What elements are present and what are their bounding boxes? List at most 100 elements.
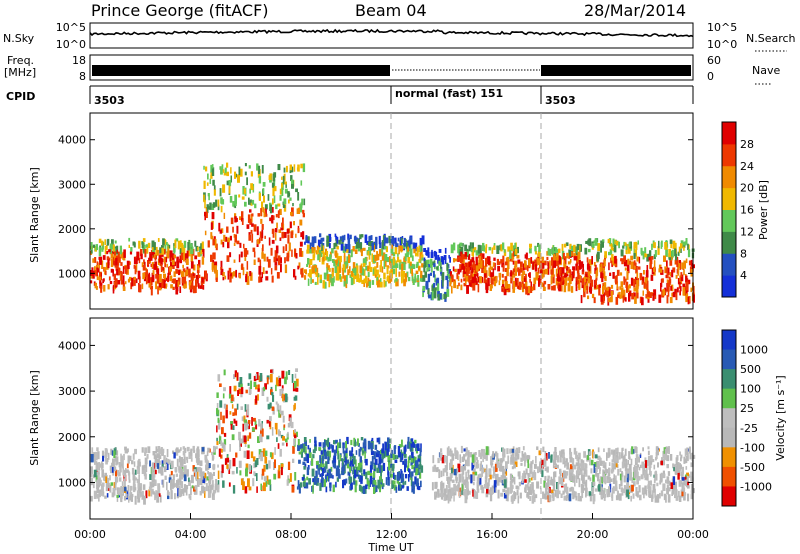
echo-cell — [548, 486, 551, 494]
echo-cell — [336, 253, 339, 263]
echo-cell — [635, 487, 638, 496]
echo-cell — [170, 263, 173, 268]
echo-cell — [653, 267, 655, 273]
echo-cell — [261, 468, 265, 476]
echo-cell — [669, 239, 673, 244]
echo-cell — [177, 240, 181, 250]
echo-cell — [449, 472, 453, 478]
echo-cell — [108, 482, 110, 489]
echo-cell — [151, 462, 155, 471]
echo-cell — [457, 463, 461, 473]
echo-cell — [439, 268, 442, 272]
echo-cell — [651, 267, 655, 275]
echo-cell — [240, 438, 243, 444]
echo-cell — [672, 291, 676, 298]
echo-cell — [183, 474, 187, 482]
echo-cell — [688, 260, 692, 266]
echo-cell — [692, 488, 695, 494]
echo-cell — [293, 433, 297, 437]
echo-cell — [460, 466, 463, 472]
echo-cell — [409, 455, 412, 461]
echo-cell — [150, 264, 153, 267]
echo-cell — [208, 485, 211, 489]
echo-cell — [241, 211, 244, 219]
echo-cell — [467, 490, 471, 495]
echo-cell — [217, 409, 220, 417]
nsky-tick-bottom-left: 10^0 — [56, 38, 86, 51]
echo-cell — [587, 270, 591, 278]
echo-cell — [154, 480, 157, 486]
echo-cell — [307, 236, 310, 241]
echo-cell — [335, 481, 337, 488]
echo-cell — [279, 389, 282, 396]
echo-cell — [178, 449, 181, 453]
echo-cell — [481, 487, 485, 494]
echo-cell — [322, 245, 325, 252]
echo-cell — [316, 245, 319, 253]
echo-cell — [521, 273, 524, 282]
x-tick-label: 00:00 — [677, 528, 709, 541]
echo-cell — [404, 253, 407, 262]
echo-cell — [170, 470, 173, 476]
colorbar-swatch — [722, 447, 736, 468]
echo-cell — [309, 447, 311, 457]
echo-cell — [556, 276, 560, 282]
echo-cell — [592, 481, 596, 486]
echo-cell — [228, 180, 232, 187]
echo-cell — [101, 463, 104, 469]
echo-cell — [99, 479, 102, 484]
echo-cell — [475, 462, 479, 469]
echo-cell — [478, 263, 481, 270]
echo-cell — [533, 469, 536, 478]
echo-cell — [662, 458, 665, 466]
echo-cell — [541, 465, 544, 471]
echo-cell — [96, 485, 100, 494]
echo-cell — [352, 277, 355, 284]
echo-cell — [217, 470, 220, 479]
echo-cell — [563, 262, 565, 267]
echo-cell — [247, 478, 250, 488]
echo-cell — [438, 258, 441, 266]
echo-cell — [655, 452, 658, 460]
echo-cell — [525, 468, 528, 475]
colorbar-tick-label: 20 — [740, 182, 754, 195]
y-tick-label: 1000 — [58, 476, 86, 489]
echo-cell — [245, 467, 248, 473]
echo-cell — [266, 396, 269, 402]
echo-cell — [182, 246, 186, 256]
echo-cell — [155, 281, 158, 290]
echo-cell — [412, 456, 415, 464]
echo-cell — [585, 240, 588, 244]
echo-cell — [514, 493, 517, 500]
echo-cell — [207, 193, 210, 197]
echo-cell — [300, 232, 303, 238]
echo-cell — [272, 229, 275, 238]
echo-cell — [161, 267, 164, 271]
echo-cell — [354, 267, 357, 276]
echo-cell — [469, 242, 472, 250]
echo-cell — [410, 438, 414, 442]
echo-cell — [348, 472, 351, 478]
echo-cell — [408, 239, 411, 248]
echo-cell — [244, 254, 247, 261]
echo-cell — [94, 451, 98, 461]
echo-cell — [277, 210, 280, 219]
echo-cell — [583, 289, 586, 298]
echo-cell — [594, 467, 598, 472]
echo-cell — [486, 482, 489, 490]
echo-cell — [129, 485, 132, 495]
echo-cell — [156, 250, 159, 256]
echo-cell — [103, 477, 105, 481]
echo-cell — [124, 446, 127, 451]
echo-cell — [272, 395, 275, 402]
echo-cell — [384, 236, 386, 244]
echo-cell — [389, 438, 392, 443]
echo-cell — [106, 256, 110, 261]
echo-cell — [336, 265, 339, 273]
echo-cell — [273, 195, 276, 204]
echo-cell — [527, 476, 530, 484]
echo-cell — [291, 207, 294, 217]
echo-cell — [369, 473, 373, 479]
echo-cell — [143, 470, 146, 477]
echo-cell — [275, 401, 278, 405]
